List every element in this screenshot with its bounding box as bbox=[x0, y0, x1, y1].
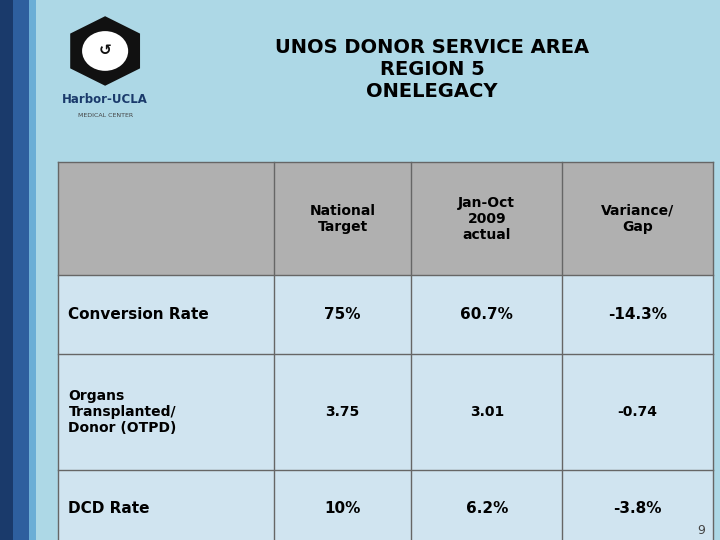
Text: 9: 9 bbox=[698, 524, 706, 537]
Text: ↺: ↺ bbox=[99, 44, 112, 58]
Text: 3.75: 3.75 bbox=[325, 405, 360, 418]
Text: 6.2%: 6.2% bbox=[466, 502, 508, 516]
Circle shape bbox=[82, 31, 128, 71]
Text: 10%: 10% bbox=[325, 502, 361, 516]
Text: National
Target: National Target bbox=[310, 204, 376, 234]
Text: Organs
Transplanted/
Donor (OTPD): Organs Transplanted/ Donor (OTPD) bbox=[68, 389, 177, 435]
Text: Conversion Rate: Conversion Rate bbox=[68, 307, 209, 322]
Text: 3.01: 3.01 bbox=[469, 405, 504, 418]
Text: 75%: 75% bbox=[325, 307, 361, 322]
Polygon shape bbox=[71, 16, 140, 86]
Text: -3.8%: -3.8% bbox=[613, 502, 662, 516]
Text: UNOS DONOR SERVICE AREA
REGION 5
ONELEGACY: UNOS DONOR SERVICE AREA REGION 5 ONELEGA… bbox=[275, 38, 589, 101]
Text: DCD Rate: DCD Rate bbox=[68, 502, 150, 516]
Text: Harbor-UCLA: Harbor-UCLA bbox=[62, 93, 148, 106]
Text: Variance/
Gap: Variance/ Gap bbox=[600, 204, 674, 234]
Text: -14.3%: -14.3% bbox=[608, 307, 667, 322]
Text: Jan-Oct
2009
actual: Jan-Oct 2009 actual bbox=[458, 195, 516, 242]
Text: -0.74: -0.74 bbox=[618, 405, 657, 418]
Text: 60.7%: 60.7% bbox=[460, 307, 513, 322]
Text: MEDICAL CENTER: MEDICAL CENTER bbox=[78, 113, 132, 118]
